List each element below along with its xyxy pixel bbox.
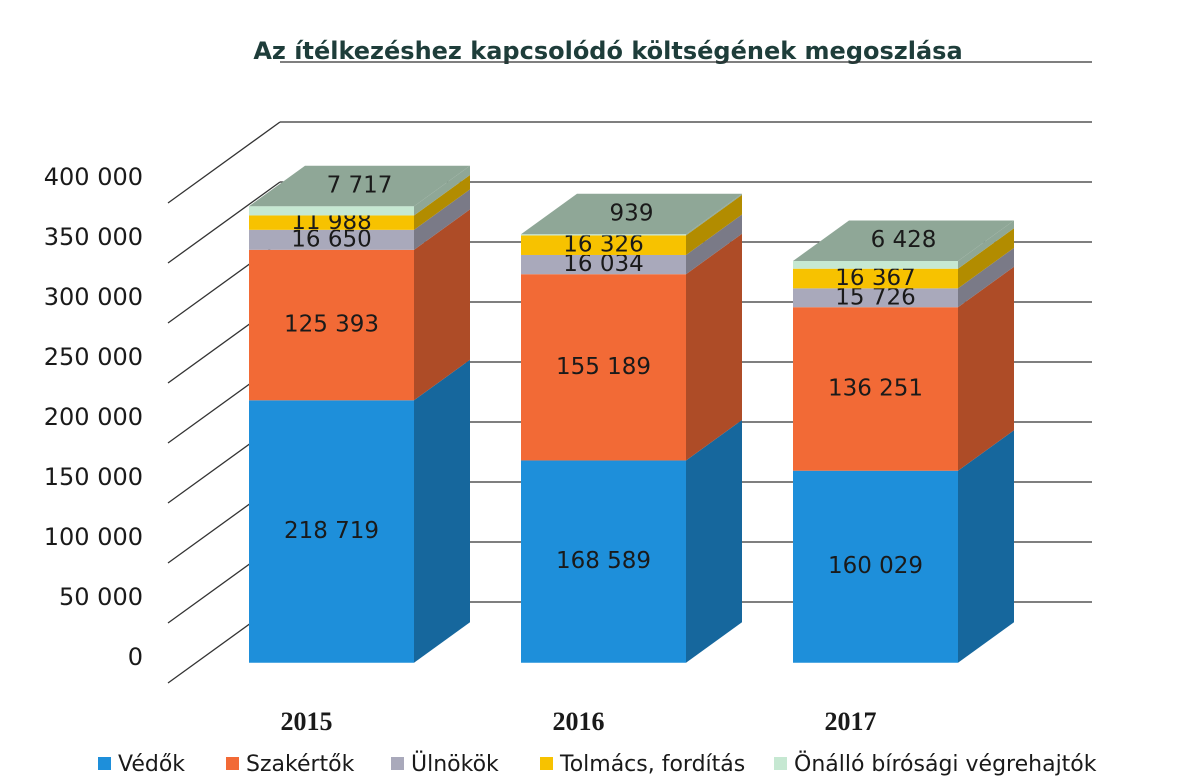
value-label: 136 251 (828, 375, 923, 401)
bar-top (521, 193, 742, 235)
bar-side (414, 359, 470, 663)
y-tick-label: 150 000 (44, 463, 143, 491)
bar-front (521, 254, 686, 275)
bar-front (249, 215, 414, 230)
x-tick-label: 2017 (825, 707, 877, 736)
legend-label: Ülnökök (411, 751, 499, 777)
value-label: 155 189 (556, 354, 651, 380)
bar-side (414, 189, 470, 250)
y-tick-label: 300 000 (44, 283, 143, 311)
bar-side (686, 214, 742, 275)
value-label: 7 717 (327, 172, 393, 198)
y-tick-label: 400 000 (44, 163, 143, 191)
legend-label: Tolmács, fordítás (559, 752, 745, 777)
bar-front (521, 235, 686, 255)
bar-front (793, 470, 958, 663)
legend-swatch (540, 757, 553, 770)
x-tick-label: 2015 (281, 707, 333, 736)
grid-line-diagonal (167, 121, 281, 204)
bar-side (414, 209, 470, 401)
legend-label: Önálló bírósági végrehajtók (794, 751, 1097, 777)
value-label: 218 719 (284, 518, 379, 544)
x-tick-label: 2016 (553, 707, 605, 736)
bar-front (793, 288, 958, 308)
bar-front (793, 268, 958, 289)
bar-top (793, 220, 1014, 261)
legend-swatch (391, 757, 404, 770)
value-label: 16 034 (563, 251, 643, 277)
y-tick-label: 100 000 (44, 523, 143, 551)
value-label: 16 326 (563, 232, 643, 258)
bar-top (249, 165, 470, 207)
bar-front (249, 229, 414, 250)
bar-front (521, 234, 686, 236)
legend-label: Védők (118, 752, 185, 777)
wall-top-diagonal (168, 62, 280, 143)
chart-title: Az ítélkezéshez kapcsolódó költségének m… (253, 37, 962, 65)
bar-side (414, 174, 470, 230)
bar-side (958, 247, 1014, 308)
bar-side (686, 194, 742, 255)
legend-swatch (226, 757, 239, 770)
value-label: 6 428 (871, 227, 937, 253)
bar-side (958, 430, 1014, 663)
y-tick-label: 350 000 (44, 223, 143, 251)
value-label: 939 (610, 201, 654, 227)
bar-front (249, 206, 414, 216)
bar-front (249, 249, 414, 401)
value-label: 168 589 (556, 548, 651, 574)
bar-side (958, 228, 1014, 289)
y-tick-label: 200 000 (44, 403, 143, 431)
bar-side (686, 193, 742, 236)
legend-label: Szakértők (246, 752, 355, 777)
bar-front (521, 274, 686, 461)
y-tick-label: 250 000 (44, 343, 143, 371)
bar-side (414, 165, 470, 216)
grid-line-diagonal (167, 181, 281, 264)
bar-side (686, 419, 742, 663)
bar-front (793, 260, 958, 269)
value-label: 16 367 (835, 265, 915, 291)
bar-front (249, 400, 414, 663)
value-label: 15 726 (835, 284, 915, 310)
bar-front (793, 307, 958, 471)
value-label: 16 650 (291, 226, 371, 252)
bar-side (958, 266, 1014, 471)
bar-side (958, 220, 1014, 269)
legend-swatch (98, 757, 111, 770)
value-label: 160 029 (828, 553, 923, 579)
y-tick-label: 50 000 (59, 583, 143, 611)
bar-side (686, 233, 742, 461)
bar-front (521, 460, 686, 663)
y-tick-label: 0 (128, 643, 143, 671)
value-label: 125 393 (284, 312, 379, 338)
legend-swatch (774, 757, 787, 770)
